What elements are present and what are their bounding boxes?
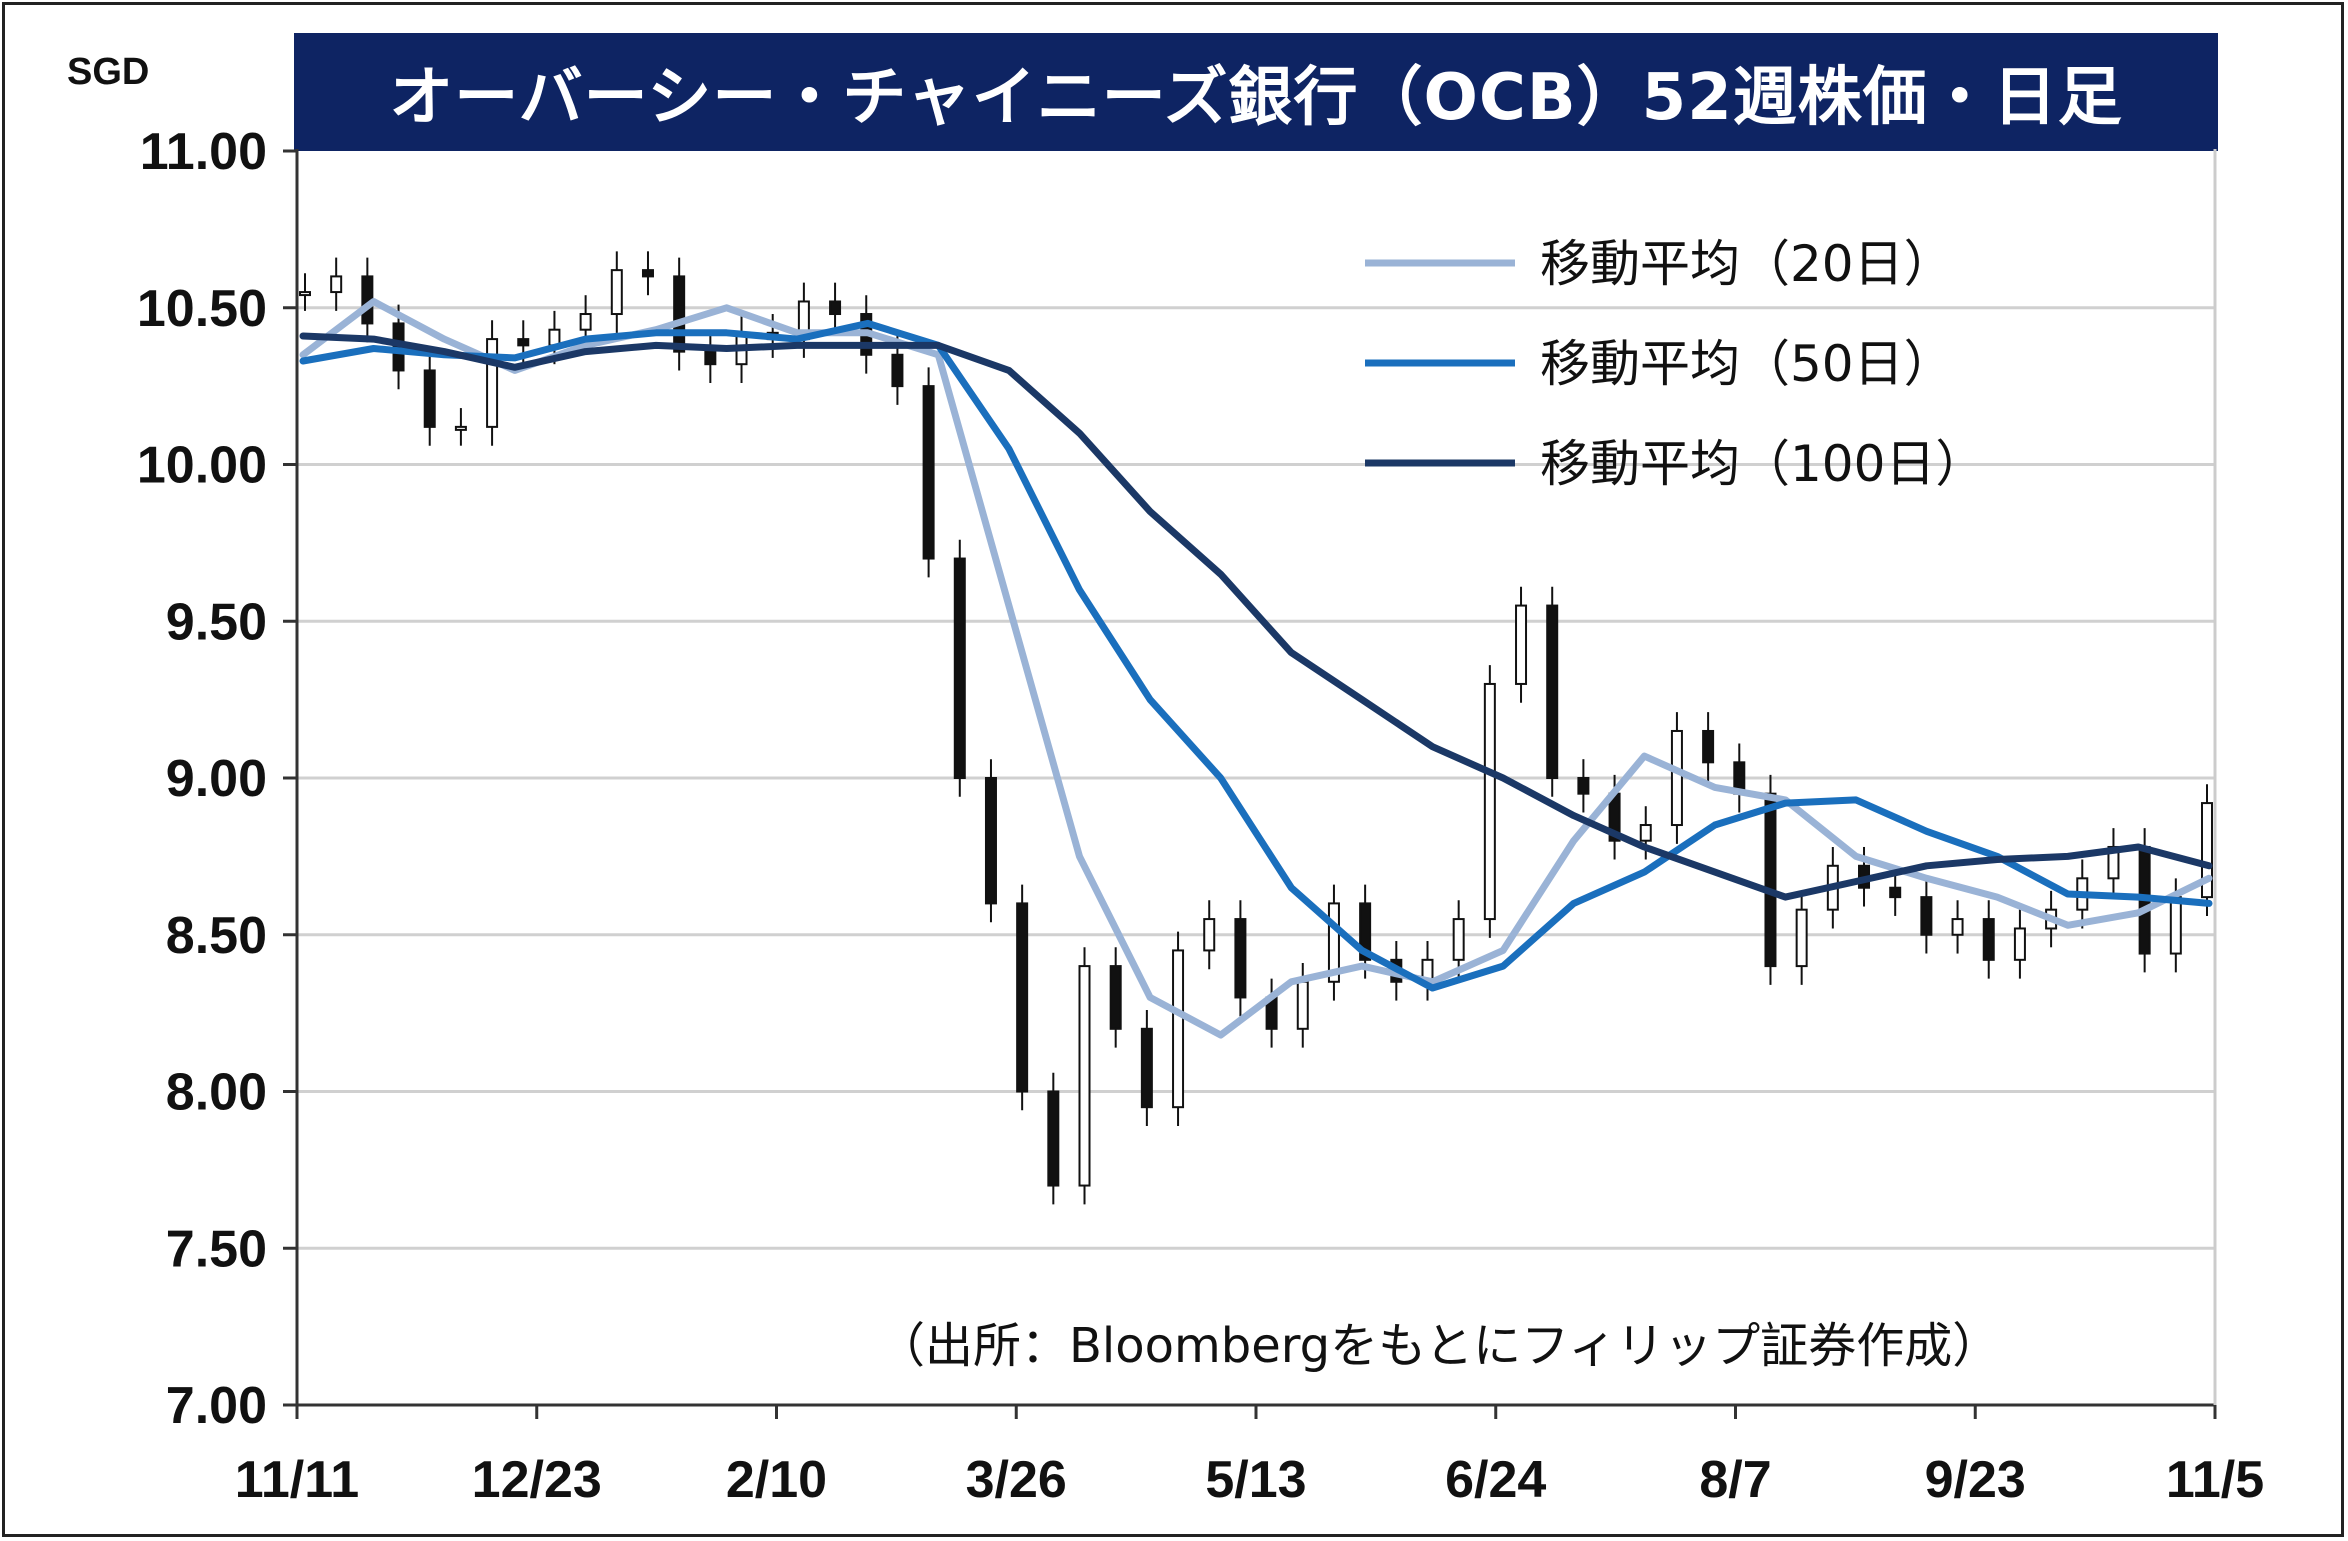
candle-body <box>1203 918 1216 952</box>
candle-body <box>2169 896 2182 955</box>
y-unit-label: SGD <box>67 51 150 93</box>
grid-lines <box>297 306 2215 1250</box>
candle-body <box>1078 965 1091 1187</box>
candle-body <box>299 291 311 297</box>
candle-body <box>1296 980 1309 1030</box>
candle-body <box>423 369 436 428</box>
candle-body <box>1109 965 1122 1030</box>
candle-body <box>1889 886 1902 899</box>
x-tick-label: 2/10 <box>726 1451 827 1509</box>
candlesticks <box>299 251 2213 1205</box>
candle-body <box>486 338 499 428</box>
legend-label: 移動平均（50日） <box>1540 335 1954 393</box>
y-tick-label: 10.50 <box>137 280 267 338</box>
candle-body <box>1951 918 1964 936</box>
ma-line-100 <box>299 332 2213 901</box>
axes: 11.00 10.50 10.00 9.50 9.00 8.50 8.00 7.50 7.00 1… <box>137 123 2264 1509</box>
candle-body <box>1515 604 1528 685</box>
candle-body <box>1140 1027 1153 1109</box>
x-tick-label: 6/24 <box>1445 1451 1546 1509</box>
candle-body <box>1920 896 1933 936</box>
candle-body <box>1702 729 1715 764</box>
candle-body <box>1764 792 1777 968</box>
candle-body <box>330 275 343 294</box>
candle-body <box>891 353 904 388</box>
candle-body <box>579 313 592 331</box>
source-note: （出所：Bloombergをもとにフィリップ証券作成） <box>877 1318 2000 1374</box>
y-tick-label: 8.50 <box>166 907 267 965</box>
candle-body <box>1452 918 1465 961</box>
y-tick-label: 9.50 <box>166 593 267 651</box>
x-tick-label: 8/7 <box>1699 1451 1771 1509</box>
candle-body <box>829 300 842 316</box>
candle-body <box>2201 802 2213 899</box>
candle-body <box>1483 682 1496 921</box>
candle-body <box>1016 902 1029 1093</box>
y-tick-label: 8.00 <box>166 1064 267 1122</box>
legend: 移動平均（20日） 移動平均（50日） 移動平均（100日） <box>1365 235 1985 493</box>
x-tick-label: 11/5 <box>2166 1451 2264 1509</box>
x-tick-label: 11/11 <box>235 1451 359 1509</box>
candle-body <box>641 269 654 278</box>
x-tick-label: 3/26 <box>966 1451 1067 1509</box>
candle-body <box>1670 729 1683 827</box>
x-tick-label: 12/23 <box>472 1451 602 1509</box>
moving-average-lines <box>299 298 2213 1039</box>
legend-label: 移動平均（20日） <box>1540 235 1954 293</box>
candle-body <box>704 350 717 366</box>
candle-body <box>1359 902 1372 961</box>
chart-svg: 11.00 10.50 10.00 9.50 9.00 8.50 8.00 7.50 7.00 1… <box>137 123 2264 1509</box>
y-tick-label: 11.00 <box>140 123 267 181</box>
candle-body <box>1047 1090 1060 1187</box>
candle-body <box>953 557 966 779</box>
candle-body <box>1172 949 1185 1109</box>
candle-body <box>1546 604 1559 780</box>
y-tick-label: 7.00 <box>166 1377 267 1435</box>
candle-body <box>673 275 686 353</box>
candle-body <box>922 385 935 560</box>
candle-body <box>1639 824 1652 842</box>
candle-body <box>454 425 467 431</box>
candle-body <box>1795 908 1808 968</box>
candle-body <box>1577 777 1590 795</box>
y-tick-label: 7.50 <box>166 1220 267 1278</box>
candle-body <box>1327 902 1340 983</box>
candle-body <box>2013 927 2026 961</box>
y-tick-label: 10.00 <box>137 437 267 495</box>
candle-body <box>1982 918 1995 961</box>
candle-body <box>984 777 997 905</box>
candle-body <box>517 338 530 347</box>
y-tick-label: 9.00 <box>166 750 267 808</box>
chart-title: オーバーシー・チャイニーズ銀行（OCB）52週株価・日足 <box>294 33 2218 151</box>
legend-label: 移動平均（100日） <box>1540 435 1985 493</box>
ma-line-50 <box>299 319 2213 992</box>
x-tick-label: 9/23 <box>1925 1451 2026 1509</box>
candle-body <box>1234 918 1247 999</box>
candle-body <box>610 269 623 316</box>
x-tick-label: 5/13 <box>1205 1451 1306 1509</box>
